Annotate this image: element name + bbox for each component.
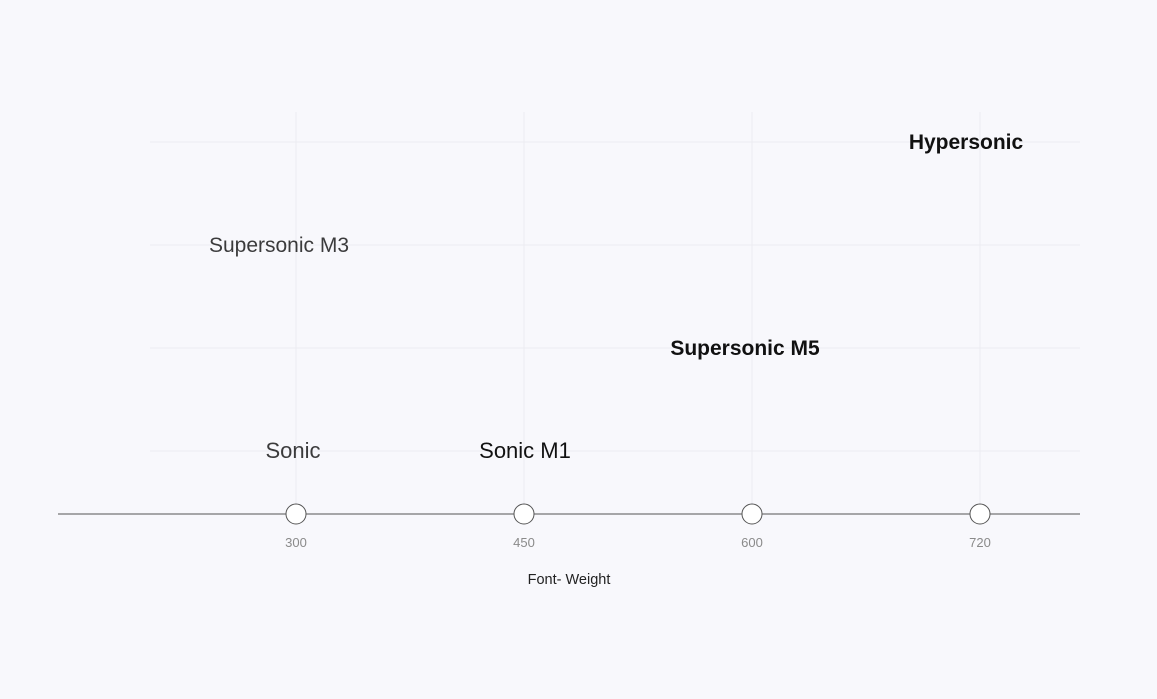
point-labels: Sonic Supersonic M3 Sonic M1 Supersonic M5 H…	[209, 131, 1024, 463]
point-label: Sonic	[265, 438, 320, 463]
x-tick-labels: 300 450 600 720	[285, 535, 991, 550]
x-tick-label: 720	[969, 535, 991, 550]
axis-marker	[741, 503, 763, 525]
axis-marker	[969, 503, 991, 525]
axis-marker	[513, 503, 535, 525]
grid-lines	[150, 112, 1080, 514]
point-label: Supersonic M5	[670, 337, 820, 360]
x-tick-label: 300	[285, 535, 307, 550]
x-tick-label: 600	[741, 535, 763, 550]
point-markers	[285, 503, 991, 525]
x-tick-label: 450	[513, 535, 535, 550]
point-label: Supersonic M3	[209, 234, 349, 257]
point-label: Hypersonic	[909, 131, 1024, 154]
axis-marker	[285, 503, 307, 525]
x-axis-title: Font- Weight	[528, 572, 611, 588]
point-label: Sonic M1	[479, 438, 571, 463]
